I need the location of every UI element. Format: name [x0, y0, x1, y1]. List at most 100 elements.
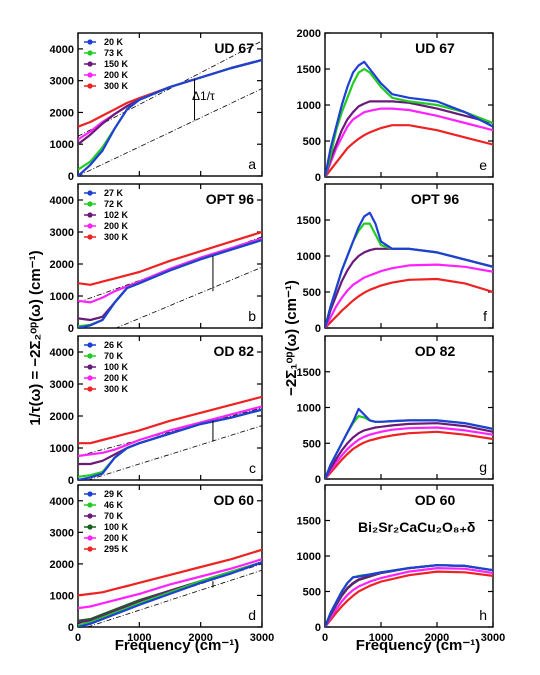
panel-d-ytick-label: 3000 [50, 527, 74, 539]
panel-a-title: UD 67 [214, 40, 254, 56]
panel-b-letter: b [248, 308, 256, 324]
panel-h-series-200k [325, 566, 493, 627]
panel-d-xtick-label: 1000 [127, 632, 151, 644]
panel-f-series-72k [325, 222, 493, 328]
panel-a-ytick-label: 1000 [50, 139, 74, 151]
panel-a-legend-73k-label: 73 K [104, 48, 124, 58]
panel-c-guide-line [86, 425, 262, 480]
panel-f-ytick-label: 0 [315, 323, 321, 335]
panel-d-frame [77, 484, 263, 628]
panel-e-ytick-label: 1500 [297, 64, 321, 76]
panel-d-legend-295k-label: 295 K [104, 544, 129, 554]
panel-d-legend-200k-marker [87, 535, 93, 541]
panel-b-legend-27k-marker [87, 190, 93, 196]
panel-f-series-200k [325, 263, 493, 328]
panel-f-title: OPT 96 [411, 191, 459, 207]
panel-g: 0 500 1000 1500 OD 82 g [297, 335, 494, 486]
panel-a-legend-200k-marker [87, 72, 93, 78]
panel-c-title: OD 82 [214, 343, 255, 359]
panel-g-series-100k [325, 422, 493, 479]
panel-c-guide-line [78, 407, 262, 457]
left-x-axis-label: Frequency (cm⁻¹) [115, 637, 240, 654]
panel-a-ytick-label: 3000 [50, 76, 74, 88]
panel-e-ytick-label: 0 [315, 172, 321, 184]
panel-c-legend-200k-marker [87, 375, 93, 381]
panel-c-ytick-label: 3000 [50, 379, 74, 391]
panel-f-series-300k [325, 277, 493, 328]
panel-e-frame [324, 32, 494, 178]
panel-e-ytick-label: 500 [303, 136, 321, 148]
panel-d-ytick-label: 2000 [50, 559, 74, 571]
delta-tau-label: Δ1/τ [192, 89, 215, 103]
panel-h-series-295k [325, 570, 493, 627]
panel-c-ytick-label: 0 [68, 475, 74, 487]
panel-e-letter: e [479, 157, 487, 173]
panel-h-ytick-label: 500 [303, 587, 321, 599]
right-x-axis-label: Frequency (cm⁻¹) [356, 637, 481, 654]
right-y-axis-label: −2Σ₁ᵒᵖ(ω) (cm⁻¹) [283, 280, 300, 396]
panel-e-ytick-label: 1000 [297, 100, 321, 112]
panel-f-frame [324, 183, 494, 329]
panel-h-title: OD 60 [415, 492, 456, 508]
panel-d-series-295k [78, 548, 262, 597]
panel-g-ytick-label: 0 [315, 474, 321, 486]
panel-f-ytick-label: 1000 [297, 251, 321, 263]
panel-h-ytick-label: 0 [315, 622, 321, 634]
compound-formula-label: Bi₂Sr₂CaCu₂O₈₊δ [358, 519, 475, 535]
panel-d-legend-100k-label: 100 K [104, 522, 129, 532]
panel-b-series-300k [78, 230, 262, 286]
panel-d-legend-46k-marker [87, 502, 93, 508]
panel-b-legend-72k-marker [87, 201, 93, 207]
panel-c-ytick-label: 4000 [50, 347, 74, 359]
panel-d-xtick-label: 0 [75, 632, 81, 644]
panel-d-xtick-label: 3000 [250, 632, 274, 644]
panel-a-ytick-label: 2000 [50, 107, 74, 119]
panel-d-legend-70k-label: 70 K [104, 511, 124, 521]
panel-f-series-27k [325, 211, 493, 328]
panel-a-guide-line [78, 88, 262, 176]
panel-b-guide-line [115, 266, 262, 328]
panel-h-xtick-label: 0 [322, 632, 328, 644]
panel-d-series-200k [78, 558, 262, 610]
left-y-axis-label: 1/τ(ω) = −2Σ₂ᵒᵖ(ω) (cm⁻¹) [27, 250, 44, 425]
panel-e-series-200k [325, 107, 493, 177]
panel-b-series-27k [78, 238, 262, 328]
panel-b-ytick-label: 1000 [50, 291, 74, 303]
panel-d-ytick-label: 1000 [50, 590, 74, 602]
panel-b-legend-102k-label: 102 K [104, 210, 129, 220]
panel-b-legend-27k-label: 27 K [104, 188, 124, 198]
panel-a-legend-73k-marker [87, 50, 93, 56]
panel-c-series-300k [78, 395, 262, 445]
panel-a-frame [77, 32, 263, 177]
panel-a-legend-300k-label: 300 K [104, 81, 129, 91]
panel-a-legend-20k-marker [87, 39, 93, 45]
panel-e-series-150k [325, 100, 493, 177]
panel-e-series-300k [325, 124, 493, 177]
panel-c-series-200k [78, 405, 262, 458]
panel-c-ytick-label: 2000 [50, 411, 74, 423]
panel-f: 0 500 1000 1500 OPT 96 f [297, 183, 494, 335]
panel-d-legend-29k-label: 29 K [104, 489, 124, 499]
panel-e-ytick-label: 2000 [297, 28, 321, 40]
panel-c-letter: c [249, 460, 256, 476]
panel-d-series-29k [78, 561, 262, 627]
panel-a-legend-20k-label: 20 K [104, 37, 124, 47]
panel-b-title: OPT 96 [206, 191, 254, 207]
panel-b-legend-200k-label: 200 K [104, 221, 129, 231]
panel-b-ytick-label: 4000 [50, 195, 74, 207]
panel-f-letter: f [483, 308, 487, 324]
panel-a-ytick-label: 4000 [50, 44, 74, 56]
panel-d-legend-29k-marker [87, 491, 93, 497]
panel-g-ytick-label: 1000 [297, 403, 321, 415]
panel-g-ytick-label: 500 [303, 438, 321, 450]
panel-e-series-73k [325, 67, 493, 177]
panel-b-ytick-label: 3000 [50, 227, 74, 239]
panel-h-frame [324, 484, 494, 628]
panel-a-guide-line [78, 40, 262, 137]
panel-a-legend-300k-marker [87, 83, 93, 89]
panel-b-ytick-label: 2000 [50, 259, 74, 271]
panel-b-legend-300k-marker [87, 234, 93, 240]
panel-h-series-29k [325, 564, 493, 627]
